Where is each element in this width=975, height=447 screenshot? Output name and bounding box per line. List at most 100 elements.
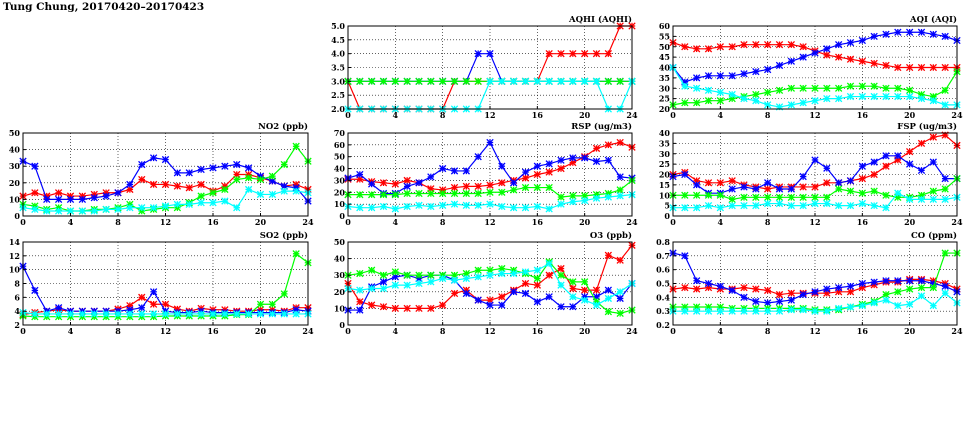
data-point [268,172,277,180]
data-point [521,204,530,212]
data-point [221,310,229,318]
data-point [244,174,253,182]
data-point [870,278,878,286]
data-point [764,101,772,109]
data-point [704,179,713,187]
data-point [439,77,447,85]
data-point [126,180,134,189]
data-point [439,274,447,283]
data-point [604,294,612,303]
data-point [498,202,506,211]
data-point [557,164,565,173]
data-point [592,77,601,85]
x-tick-label: 0 [20,217,26,227]
data-point [474,266,482,274]
y-tick-label: 60 [659,21,671,31]
data-point [486,271,494,279]
data-point [450,200,459,208]
data-point [716,282,724,290]
data-point [835,53,843,61]
data-point [209,310,217,318]
data-point [379,278,388,286]
data-point [256,175,265,184]
data-point [616,138,624,147]
data-point [941,249,949,257]
data-point [138,304,146,312]
data-point [256,310,265,318]
x-tick-label: 8 [765,217,771,227]
data-point [403,271,411,279]
data-point [787,57,795,65]
data-point [450,189,459,198]
data-point [474,201,482,209]
data-point [450,167,459,175]
data-point [415,189,423,198]
data-point [775,41,784,49]
data-point [126,204,134,212]
y-tick-label: 10 [659,190,671,200]
data-point [510,266,518,274]
data-point [474,77,482,85]
data-point [78,310,87,318]
data-point [498,188,506,196]
data-point [858,92,866,101]
x-tick-label: 0 [20,326,26,336]
data-point [557,264,565,273]
data-point [54,310,63,318]
data-point [268,300,277,308]
data-point [894,301,902,310]
data-point [728,307,736,315]
y-tick-label: 40 [659,63,671,73]
x-tick-label: 4 [393,110,399,120]
data-point [870,170,878,179]
data-point [486,200,494,208]
x-tick-label: 20 [579,326,591,336]
data-point [379,190,388,199]
data-point [592,50,601,58]
data-point [716,43,724,51]
data-point [616,294,624,303]
data-point [486,181,494,189]
y-tick-label: 0 [339,320,345,330]
data-point [752,307,760,315]
chart-title: SO2 (ppb) [260,230,308,241]
data-point [858,301,866,310]
data-point [894,84,902,92]
data-point [858,162,866,170]
data-point [521,183,530,192]
x-tick-label: 16 [207,326,219,336]
data-point [823,84,831,92]
series-cyan [669,289,961,315]
x-tick-label: 12 [484,110,495,120]
data-point [138,310,146,318]
data-point [752,193,760,201]
y-tick-label: 10 [334,303,346,313]
series-cyan [344,259,636,309]
x-tick-label: 12 [160,217,171,227]
data-point [616,173,624,181]
data-point [882,290,890,299]
data-point [521,268,530,276]
y-tick-label: 50 [334,237,346,247]
data-point [740,293,748,301]
data-point [233,204,241,212]
data-point [941,289,949,297]
data-point [846,38,855,47]
data-point [811,156,819,164]
data-point [521,279,530,288]
data-point [66,195,75,204]
data-point [569,192,577,200]
data-point [681,43,689,51]
data-point [368,266,376,274]
x-tick-label: 8 [765,110,771,120]
data-point [391,205,399,213]
y-tick-label: 30 [334,270,346,280]
data-point [870,299,878,307]
data-point [462,286,470,294]
data-point [557,193,565,201]
data-point [474,273,482,281]
data-point [403,281,411,289]
y-tick-label: 2.0 [331,104,345,114]
data-point [775,193,784,201]
